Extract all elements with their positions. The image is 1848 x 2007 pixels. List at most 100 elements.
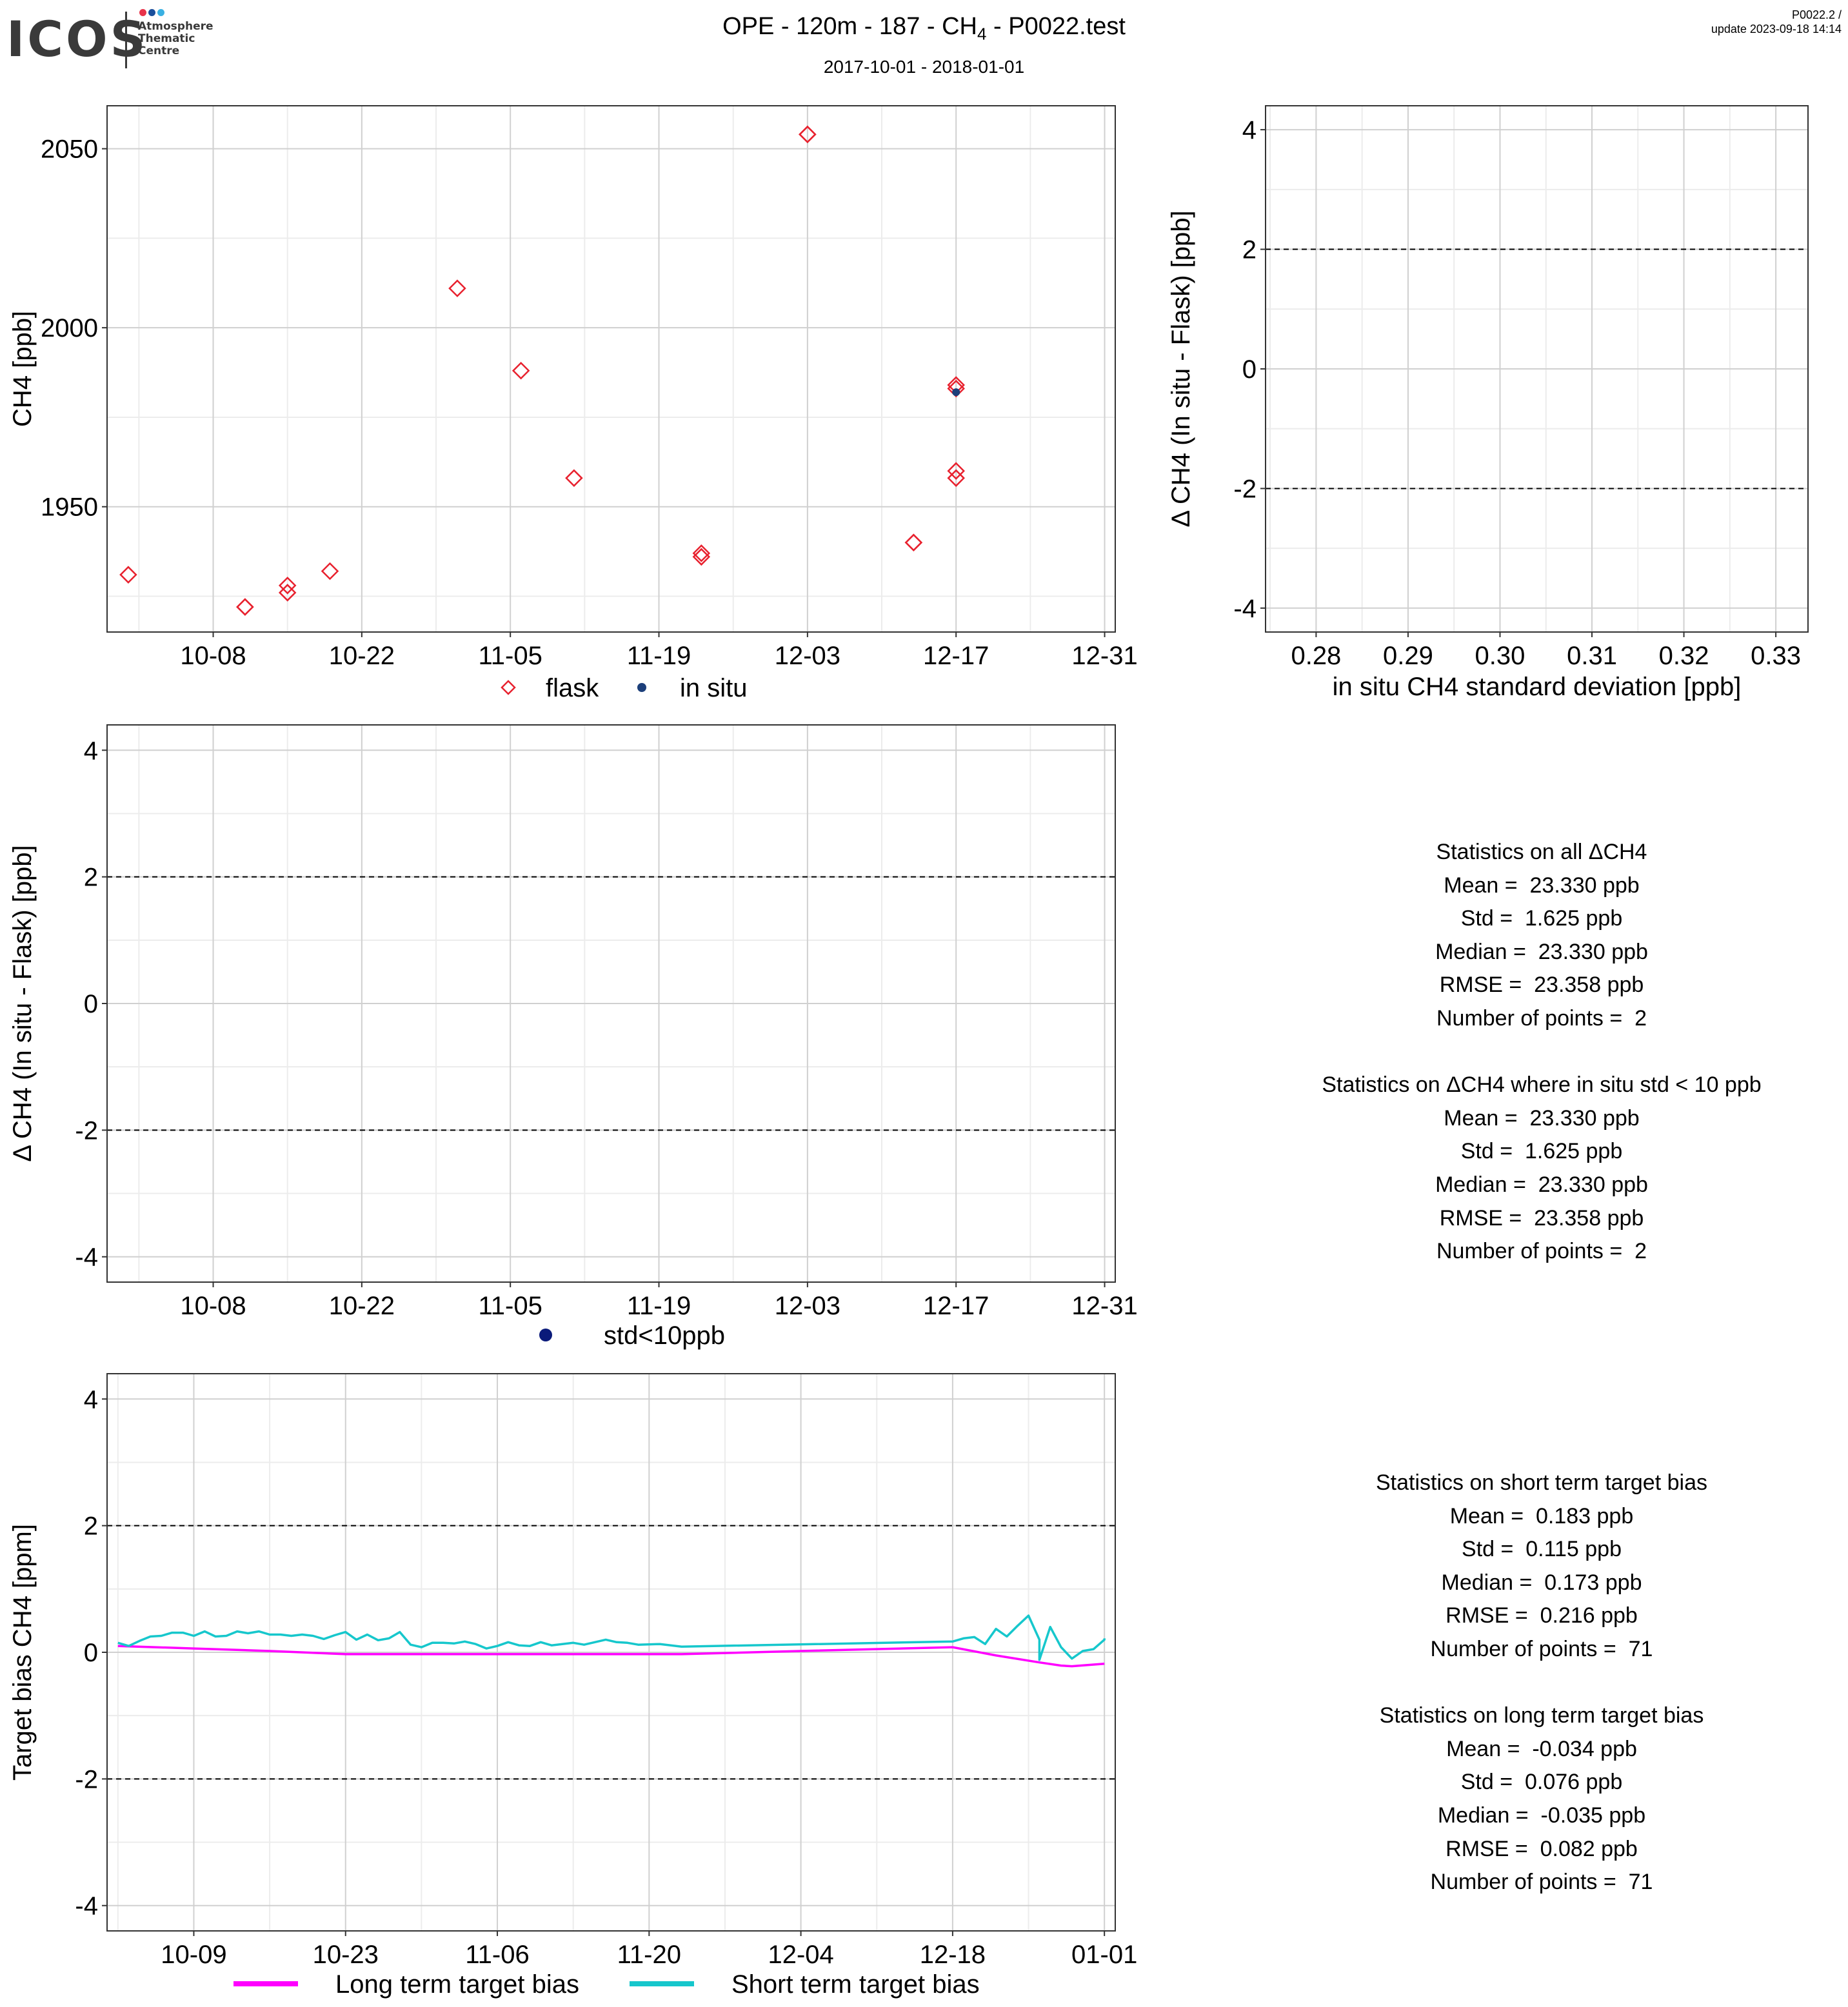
stats-line — [1258, 1666, 1825, 1700]
stats-line: RMSE = 23.358 ppb — [1439, 973, 1644, 998]
stats-line: Number of points = 71 — [1430, 1870, 1653, 1895]
version-line-1: P0022.2 / — [1791, 8, 1842, 21]
logo-dot-cyan — [157, 9, 164, 16]
y-tick-label: -2 — [1233, 475, 1257, 503]
x-tick-label: 12-03 — [775, 1292, 840, 1320]
legend-label-long-term: Long term target bias — [335, 1970, 579, 1999]
flask-point — [321, 562, 339, 580]
legend-marker-in-situ — [637, 683, 646, 692]
x-tick-label: 11-19 — [627, 642, 691, 670]
x-tick-label: 12-17 — [923, 642, 989, 670]
y-tick-label: 0 — [84, 990, 98, 1018]
chart-ch4_timeseries: 1950 2000 2050 10-08 10-22 11-05 11-19 12-03 12-… — [8, 105, 1138, 702]
version-info: P0022.2 / update 2023-09-18 14:14 — [1711, 8, 1842, 36]
stats-line: Median = 23.330 ppb — [1435, 1172, 1648, 1197]
logo-line-centre: Centre — [138, 44, 180, 57]
flask-point — [799, 125, 817, 144]
stats-line: Median = 23.330 ppb — [1435, 939, 1648, 964]
legend-label-std: std<10ppb — [604, 1321, 725, 1350]
flask-point — [947, 462, 965, 480]
long-term-bias-line — [117, 1645, 1105, 1668]
x-tick-label: 0.32 — [1659, 642, 1709, 670]
stats-line: Std = 1.625 ppb — [1460, 906, 1623, 931]
logo-word: ICOS — [6, 10, 148, 68]
x-tick-label: 12-03 — [775, 642, 840, 670]
stats-line — [1258, 1036, 1825, 1069]
x-tick-label: 11-20 — [617, 1941, 681, 1969]
x-tick-label: 0.28 — [1291, 642, 1341, 670]
y-tick-label: 2 — [1242, 236, 1257, 264]
stats-line: RMSE = 23.358 ppb — [1439, 1205, 1644, 1231]
short-term-bias-line — [117, 1614, 1106, 1661]
legend-marker-std — [539, 1329, 552, 1341]
x-tick-label: 0.33 — [1751, 642, 1801, 670]
flask-point — [119, 566, 137, 584]
flask-point — [947, 469, 965, 488]
x-tick-label: 0.30 — [1475, 642, 1525, 670]
flask-point — [448, 279, 466, 297]
x-axis-label: in situ CH4 standard deviation [ppb] — [1333, 673, 1742, 701]
stats-delta-ch4: Statistics on all ΔCH4 Mean = 23.330 ppb S… — [1258, 836, 1825, 1269]
x-tick-label: 0.29 — [1383, 642, 1433, 670]
logo-line-atmosphere: Atmosphere — [138, 20, 214, 33]
flask-point — [278, 584, 297, 602]
y-tick-label: -4 — [1233, 595, 1257, 623]
logo-line-thematic: Thematic — [138, 32, 195, 45]
x-tick-label: 11-06 — [465, 1941, 529, 1969]
page-subtitle: 2017-10-01 - 2018-01-01 — [823, 57, 1025, 77]
page-title: OPE - 120m - 187 - CH4 - P0022.test — [0, 13, 1848, 44]
legend-label-in-situ: in situ — [680, 674, 748, 702]
stats-line: Number of points = 2 — [1436, 1239, 1647, 1264]
stats-target-bias: Statistics on short term target bias Mean… — [1258, 1467, 1825, 1899]
flask-point — [501, 680, 516, 695]
stats-line: Median = -0.035 ppb — [1437, 1803, 1646, 1828]
x-tick-label: 0.31 — [1567, 642, 1617, 670]
x-tick-label: 12-31 — [1071, 642, 1137, 670]
plot-area — [107, 106, 1115, 632]
chart-delta_vs_std: -4 -2 0 2 4 0.28 0.29 0.30 0.31 0.32 0.33 Δ CH4 (In… — [1167, 105, 1809, 701]
y-tick-label: 0 — [84, 1639, 98, 1667]
x-tick-label: 11-05 — [479, 1292, 542, 1320]
x-tick-label: 11-19 — [627, 1292, 691, 1320]
y-tick-label: -2 — [75, 1116, 98, 1145]
stats-line: Mean = 0.183 ppb — [1449, 1503, 1634, 1528]
x-tick-label: 10-22 — [329, 642, 395, 670]
x-tick-label: 10-09 — [161, 1941, 226, 1969]
y-tick-label: 2000 — [41, 314, 98, 342]
stats-line: Statistics on all ΔCH4 — [1436, 840, 1647, 864]
flask-point — [904, 533, 923, 551]
flask-point — [512, 362, 530, 380]
flask-point — [278, 577, 297, 595]
x-tick-label: 10-08 — [180, 642, 246, 670]
flask-point — [692, 548, 711, 566]
stats-line: Number of points = 71 — [1430, 1636, 1653, 1661]
y-tick-label: 2 — [84, 1512, 98, 1541]
x-tick-label: 10-22 — [329, 1292, 395, 1320]
y-axis-label: CH4 [ppb] — [8, 311, 37, 427]
stats-line: RMSE = 0.216 ppb — [1446, 1603, 1638, 1628]
y-tick-label: -4 — [75, 1243, 98, 1272]
legend-label-short-term: Short term target bias — [731, 1970, 980, 1999]
stats-line: Statistics on short term target bias — [1376, 1470, 1707, 1495]
x-tick-label: 12-17 — [923, 1292, 989, 1320]
title-prefix: OPE - 120m - 187 - CH — [722, 13, 977, 40]
version-line-2: update 2023-09-18 14:14 — [1711, 23, 1842, 35]
y-tick-label: 2 — [84, 864, 98, 892]
x-tick-label: 11-05 — [479, 642, 542, 670]
stats-line: Number of points = 2 — [1436, 1005, 1647, 1031]
stats-line: Mean = -0.034 ppb — [1446, 1736, 1637, 1761]
legend-label-flask: flask — [546, 674, 599, 702]
title-suffix: - P0022.test — [986, 13, 1126, 40]
logo-divider — [125, 12, 127, 68]
y-tick-label: 4 — [84, 1385, 98, 1414]
y-tick-label: 1950 — [41, 493, 98, 522]
x-tick-label: 10-23 — [313, 1941, 379, 1969]
stats-line: Std = 0.076 ppb — [1460, 1770, 1623, 1795]
y-tick-label: -4 — [75, 1892, 98, 1921]
y-tick-label: 4 — [1242, 116, 1257, 144]
chart-delta_timeseries: -4 -2 0 2 4 10-08 10-22 11-05 11-19 12-03 12-17 12-… — [8, 724, 1138, 1350]
stats-line: Median = 0.173 ppb — [1441, 1570, 1642, 1595]
x-tick-label: 12-31 — [1071, 1292, 1137, 1320]
y-tick-label: -2 — [75, 1765, 98, 1794]
